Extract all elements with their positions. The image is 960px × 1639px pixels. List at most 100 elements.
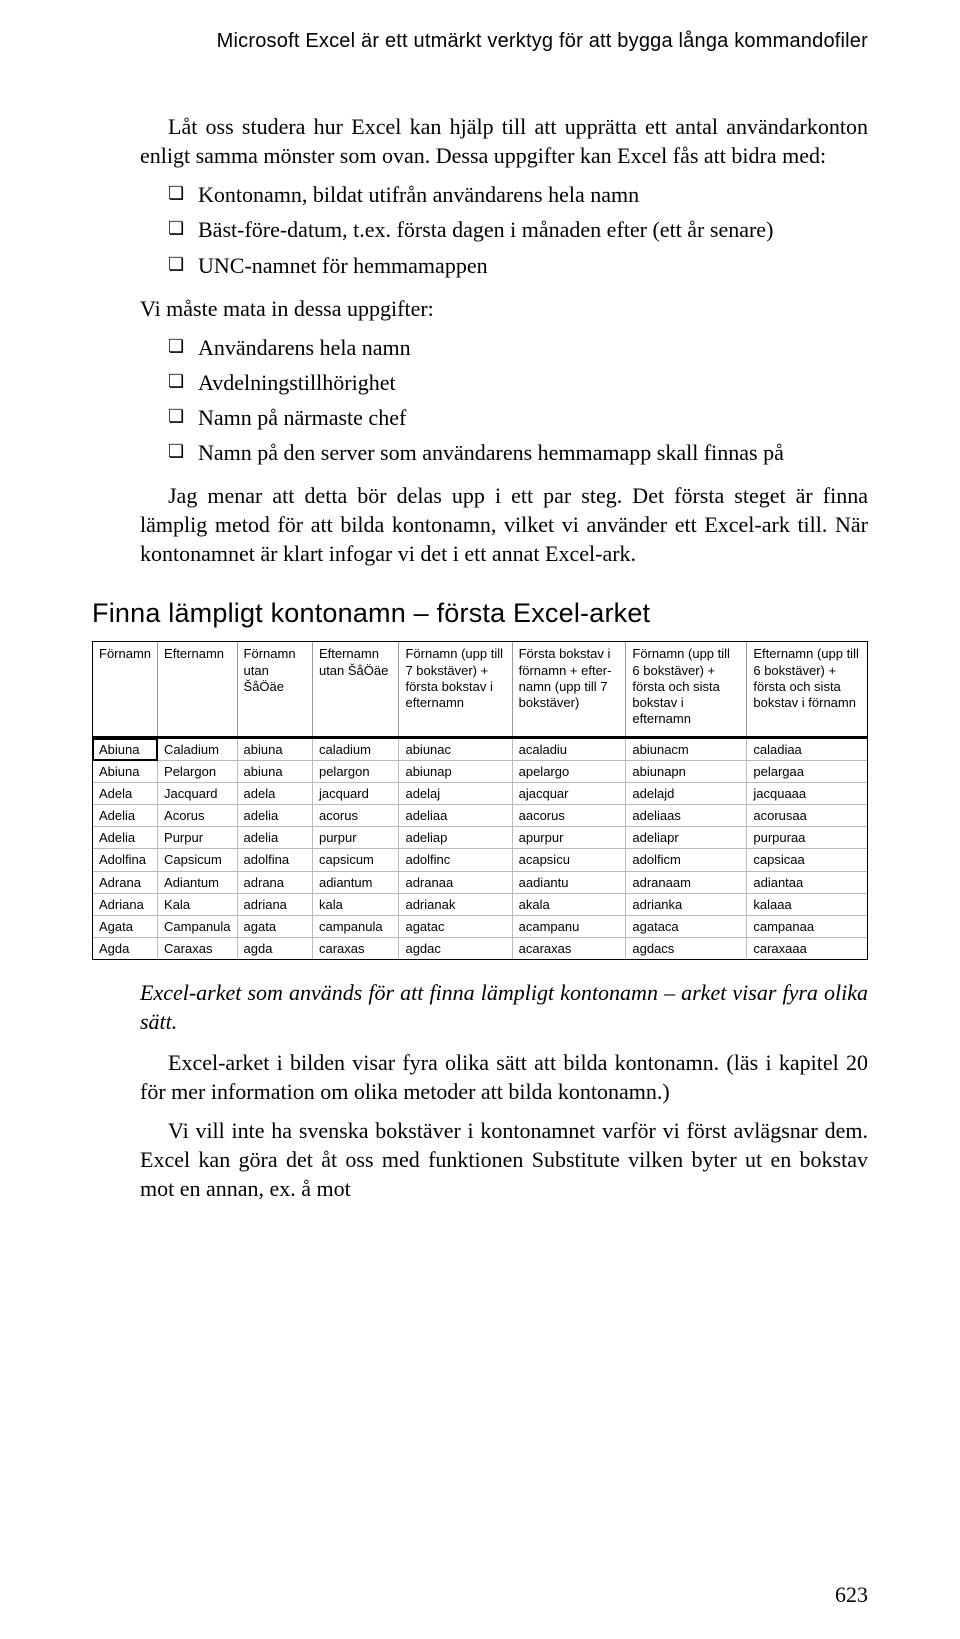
table-cell: abiunap xyxy=(399,760,512,782)
table-cell: adriana xyxy=(237,893,312,915)
table-cell: caraxas xyxy=(312,938,399,960)
table-cell: caladiaa xyxy=(747,737,867,760)
table-cell: Agata xyxy=(93,915,158,937)
table-cell: Acorus xyxy=(158,805,238,827)
table-cell: adrianak xyxy=(399,893,512,915)
table-cell: adeliaas xyxy=(626,805,747,827)
bullet-list-2: Användarens hela namn Avdelningstillhöri… xyxy=(140,333,868,467)
table-cell: abiunacm xyxy=(626,737,747,760)
para-after-bullets: Jag menar att detta bör delas upp i ett … xyxy=(140,481,868,568)
table-cell: purpuraa xyxy=(747,827,867,849)
table-cell: campanula xyxy=(312,915,399,937)
intro-para: Låt oss studera hur Excel kan hjälp till… xyxy=(140,112,868,170)
table-cell: acaraxas xyxy=(512,938,626,960)
table-cell: Adiantum xyxy=(158,871,238,893)
end-para-2: Vi vill inte ha svenska bokstäver i kont… xyxy=(140,1116,868,1203)
table-cell: adeliaa xyxy=(399,805,512,827)
table-cell: ajacquar xyxy=(512,782,626,804)
section-heading: Finna lämpligt kontonamn – första Excel-… xyxy=(92,596,868,632)
table-cell: Adela xyxy=(93,782,158,804)
table-cell: adelia xyxy=(237,827,312,849)
table-cell: Adelia xyxy=(93,805,158,827)
bullet-item: Namn på den server som användarens hemma… xyxy=(168,438,868,467)
table-header: Förnamn (upp till 7 bokstäver) + första … xyxy=(399,642,512,737)
bullet-list-1: Kontonamn, bildat utifrån användarens he… xyxy=(140,180,868,279)
table-cell: abiunac xyxy=(399,737,512,760)
table-cell: adelia xyxy=(237,805,312,827)
table-row: AbiunaCaladiumabiunacaladiumabiunacacala… xyxy=(93,737,867,760)
table-cell: Caraxas xyxy=(158,938,238,960)
table-cell: Adrana xyxy=(93,871,158,893)
table-cell: agata xyxy=(237,915,312,937)
table-cell: akala xyxy=(512,893,626,915)
table-cell: adiantum xyxy=(312,871,399,893)
table-row: AdeliaAcorusadeliaacorusadeliaaaacorusad… xyxy=(93,805,867,827)
table-cell: adolfina xyxy=(237,849,312,871)
table-cell: Jacquard xyxy=(158,782,238,804)
table-cell: adelajd xyxy=(626,782,747,804)
table-cell: acampanu xyxy=(512,915,626,937)
table-cell: caladium xyxy=(312,737,399,760)
table-cell: adranaa xyxy=(399,871,512,893)
page: Microsoft Excel är ett utmärkt verktyg f… xyxy=(0,0,960,1639)
table-cell: agatac xyxy=(399,915,512,937)
bullet-item: Kontonamn, bildat utifrån användarens he… xyxy=(168,180,868,209)
table-cell: apurpur xyxy=(512,827,626,849)
page-number: 623 xyxy=(835,1580,868,1609)
table-row: AdranaAdiantumadranaadiantumadranaaaadia… xyxy=(93,871,867,893)
table-cell: campanaa xyxy=(747,915,867,937)
table-cell: adeliapr xyxy=(626,827,747,849)
table-row: AdrianaKalaadrianakalaadrianakakalaadria… xyxy=(93,893,867,915)
table-header: Förnamn xyxy=(93,642,158,737)
table-cell: acaladiu xyxy=(512,737,626,760)
table-row: AdelaJacquardadelajacquardadelajajacquar… xyxy=(93,782,867,804)
table-row: AbiunaPelargonabiunapelargonabiunapapela… xyxy=(93,760,867,782)
table-cell: Abiuna xyxy=(93,737,158,760)
table-cell: capsicum xyxy=(312,849,399,871)
table-cell: Caladium xyxy=(158,737,238,760)
table-cell: adranaam xyxy=(626,871,747,893)
excel-table: Förnamn Efternamn Förnamn utan ŠåÖäe Eft… xyxy=(93,642,867,959)
table-cell: adolfinc xyxy=(399,849,512,871)
table-cell: pelargon xyxy=(312,760,399,782)
table-row: AgataCampanulaagatacampanulaagatacacampa… xyxy=(93,915,867,937)
table-cell: adiantaa xyxy=(747,871,867,893)
end-para-1: Excel-arket i bilden visar fyra olika sä… xyxy=(140,1048,868,1106)
table-header: Efternamn (upp till 6 bokstäver) + först… xyxy=(747,642,867,737)
table-cell: aacorus xyxy=(512,805,626,827)
table-cell: kala xyxy=(312,893,399,915)
table-cell: aadiantu xyxy=(512,871,626,893)
table-cell: Campanula xyxy=(158,915,238,937)
table-cell: Pelargon xyxy=(158,760,238,782)
table-cell: abiunapn xyxy=(626,760,747,782)
table-cell: Adelia xyxy=(93,827,158,849)
table-cell: kalaaa xyxy=(747,893,867,915)
excel-table-wrap: Förnamn Efternamn Förnamn utan ŠåÖäe Eft… xyxy=(92,641,868,960)
table-row: AdeliaPurpuradeliapurpuradeliapapurpurad… xyxy=(93,827,867,849)
table-cell: Abiuna xyxy=(93,760,158,782)
table-header: Första bokstav i förnamn + efter-namn (u… xyxy=(512,642,626,737)
table-cell: jacquard xyxy=(312,782,399,804)
table-cell: adolficm xyxy=(626,849,747,871)
table-row: AgdaCaraxasagdacaraxasagdacacaraxasagdac… xyxy=(93,938,867,960)
table-cell: jacquaaa xyxy=(747,782,867,804)
table-cell: Agda xyxy=(93,938,158,960)
excel-tbody: AbiunaCaladiumabiunacaladiumabiunacacala… xyxy=(93,737,867,959)
table-cell: capsicaa xyxy=(747,849,867,871)
table-cell: agda xyxy=(237,938,312,960)
table-cell: acorus xyxy=(312,805,399,827)
table-cell: acorusaa xyxy=(747,805,867,827)
mid-line: Vi måste mata in dessa uppgifter: xyxy=(140,294,868,323)
table-cell: adrianka xyxy=(626,893,747,915)
table-cell: abiuna xyxy=(237,737,312,760)
table-caption: Excel-arket som används för att finna lä… xyxy=(140,978,868,1036)
table-header: Förnamn utan ŠåÖäe xyxy=(237,642,312,737)
table-cell: adelaj xyxy=(399,782,512,804)
table-cell: apelargo xyxy=(512,760,626,782)
table-row: AdolfinaCapsicumadolfinacapsicumadolfinc… xyxy=(93,849,867,871)
table-cell: Adriana xyxy=(93,893,158,915)
bullet-item: Användarens hela namn xyxy=(168,333,868,362)
table-cell: adeliap xyxy=(399,827,512,849)
table-cell: acapsicu xyxy=(512,849,626,871)
bullet-item: Avdelningstillhörighet xyxy=(168,368,868,397)
